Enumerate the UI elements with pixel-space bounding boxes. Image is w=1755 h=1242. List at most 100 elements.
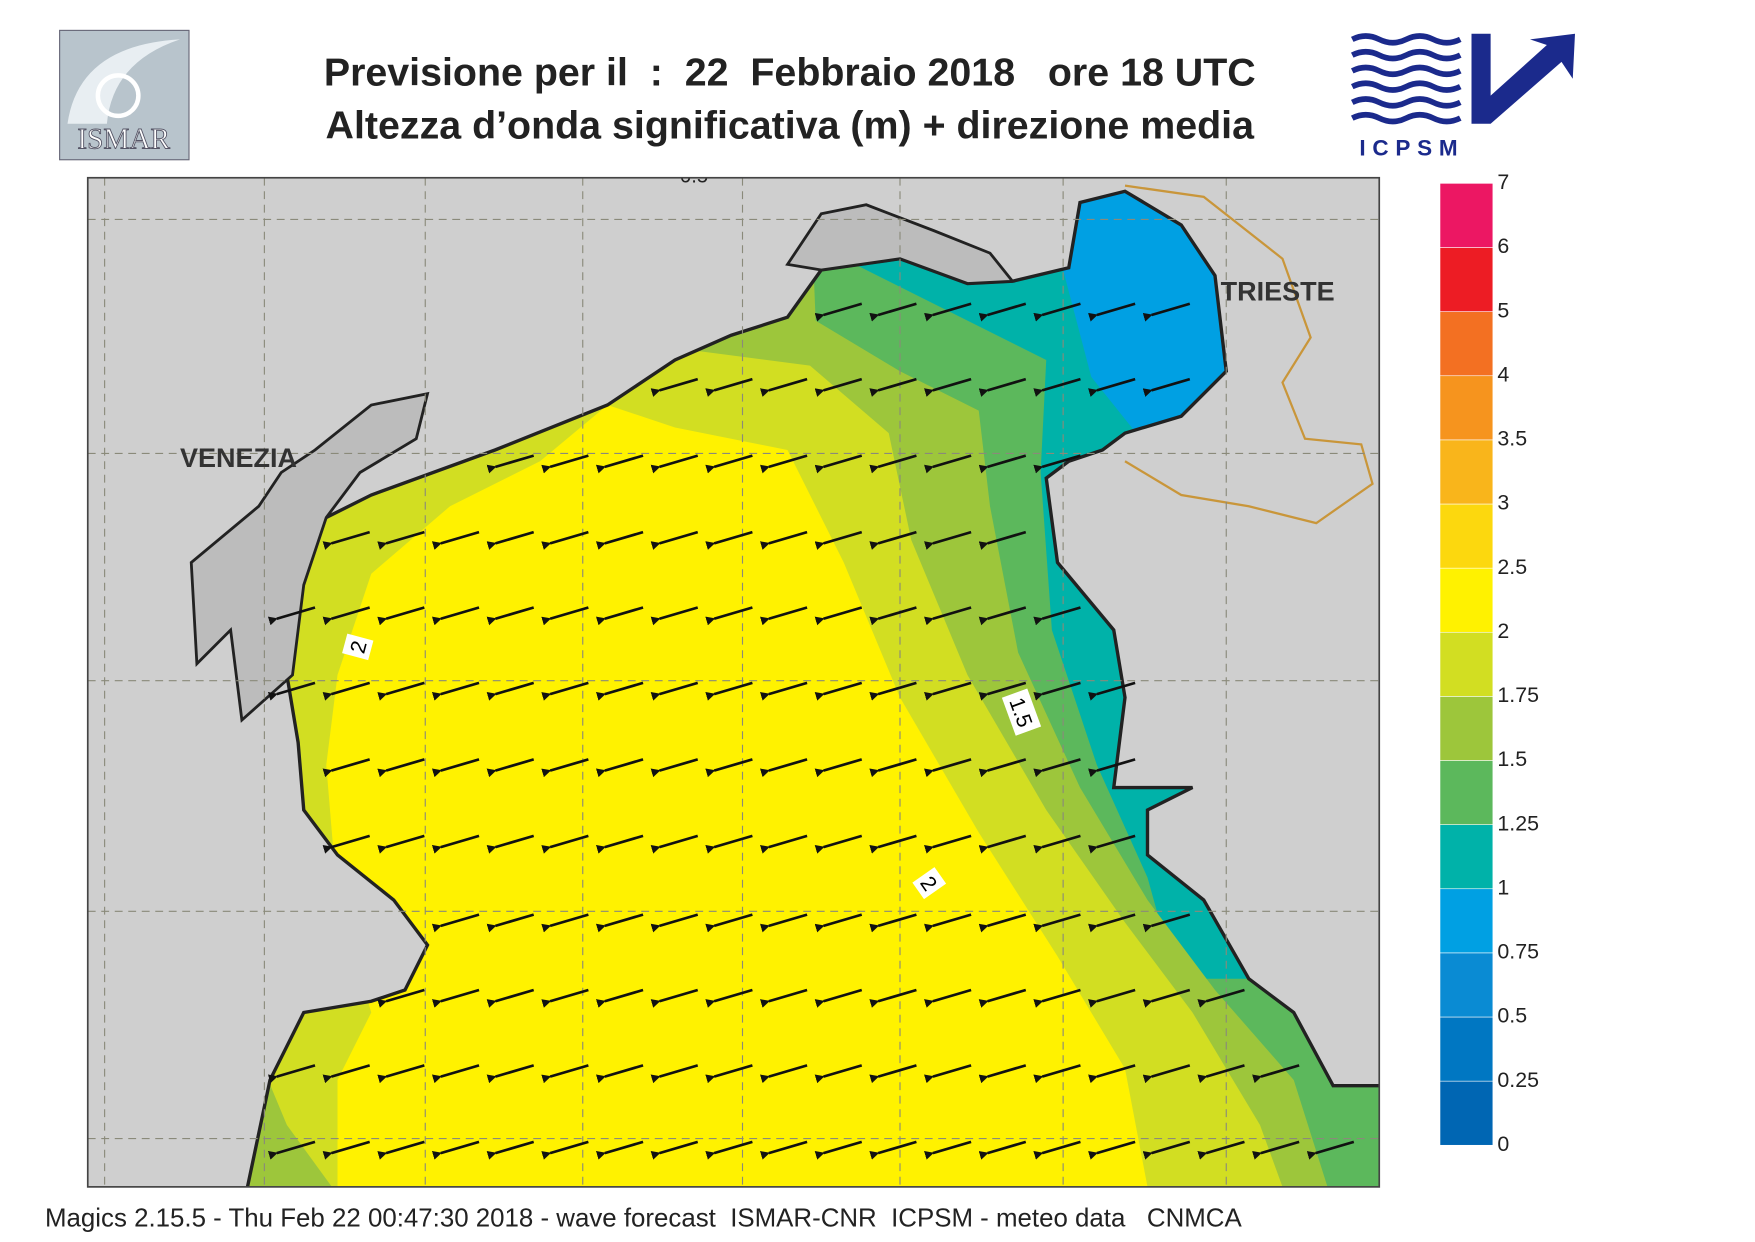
wave-direction-arrow xyxy=(924,913,972,933)
wave-direction-arrow xyxy=(869,377,917,397)
wave-direction-arrow xyxy=(814,681,863,701)
colorbar-label: 0 xyxy=(1497,1132,1509,1156)
wave-direction-arrow xyxy=(760,530,808,550)
wave-direction-arrow xyxy=(1033,913,1081,933)
wave-direction-arrow xyxy=(760,606,808,626)
subtitle: Altezza d’onda significativa (m) + direz… xyxy=(326,103,1256,147)
wave-direction-arrow xyxy=(924,454,972,474)
wave-direction-arrow xyxy=(595,758,644,778)
wave-direction-arrow xyxy=(1033,302,1081,322)
wave-direction-arrow xyxy=(814,530,863,550)
colorbar-label: 1.25 xyxy=(1497,811,1539,835)
wave-direction-arrow xyxy=(705,913,753,933)
wave-direction-arrow xyxy=(869,606,917,626)
wave-direction-arrow xyxy=(760,834,808,854)
colorbar-label: 3.5 xyxy=(1497,427,1527,451)
wave-direction-arrow xyxy=(1033,377,1081,397)
wave-direction-arrow xyxy=(869,834,917,854)
wave-direction-arrow xyxy=(924,681,972,701)
wave-direction-arrow xyxy=(486,530,535,550)
wave-direction-arrow xyxy=(486,606,535,626)
wave-direction-arrow xyxy=(978,758,1027,778)
wave-direction-arrow xyxy=(814,758,863,778)
wave-direction-arrow xyxy=(1033,834,1081,854)
wave-direction-arrow xyxy=(869,758,917,778)
wave-direction-arrow xyxy=(760,913,808,933)
wave-direction-arrow xyxy=(760,758,808,778)
grid xyxy=(87,177,1380,1187)
wave-direction-arrow xyxy=(541,1140,589,1160)
wave-direction-arrow xyxy=(978,681,1027,701)
wave-direction-arrow xyxy=(431,913,480,933)
wave-direction-arrow xyxy=(705,988,753,1008)
wave-direction-arrow xyxy=(541,988,589,1008)
wave-direction-arrow xyxy=(377,1140,425,1160)
ismar-logo: ISMAR xyxy=(59,29,190,161)
place-label: VENEZIA xyxy=(180,443,297,473)
colorbar-label: 5 xyxy=(1497,298,1509,322)
wave-direction-arrow xyxy=(267,681,316,701)
wave-direction-arrow xyxy=(869,913,917,933)
wave-direction-arrow xyxy=(322,530,371,550)
wave-direction-arrow xyxy=(1033,988,1081,1008)
wave-direction-arrow xyxy=(431,1064,480,1084)
wave-direction-arrow xyxy=(595,1140,644,1160)
wave-direction-arrow xyxy=(869,1140,917,1160)
wave-direction-arrow xyxy=(760,988,808,1008)
colorbar-label: 1.5 xyxy=(1497,747,1527,771)
lagoon xyxy=(189,391,430,723)
wave-direction-arrow xyxy=(814,302,863,322)
colorbar-segment xyxy=(1439,439,1494,505)
footer: Magics 2.15.5 - Thu Feb 22 00:47:30 2018… xyxy=(45,1204,1242,1232)
wave-direction-arrow xyxy=(595,913,644,933)
wave-direction-arrow xyxy=(978,302,1027,322)
wave-direction-arrow xyxy=(431,758,480,778)
wave-direction-arrow xyxy=(541,1064,589,1084)
wave-direction-arrow xyxy=(595,1064,644,1084)
wave-direction-arrow xyxy=(650,530,699,550)
colorbar-segment xyxy=(1439,696,1494,761)
wave-direction-arrow xyxy=(1088,681,1136,701)
colorbar-segment xyxy=(1439,631,1494,697)
wave-direction-arrow xyxy=(1088,302,1136,322)
wave-direction-arrow xyxy=(650,681,699,701)
contour-label-box: 2 xyxy=(912,867,947,900)
wave-direction-arrow xyxy=(869,681,917,701)
wave-direction-arrow xyxy=(431,530,480,550)
wave-direction-arrow xyxy=(541,758,589,778)
wave-direction-arrow xyxy=(377,530,425,550)
contour-label: 0.5 xyxy=(680,165,708,187)
colorbar-label: 1.75 xyxy=(1497,683,1539,707)
wave-direction-arrow xyxy=(1088,758,1136,778)
colorbar-segment xyxy=(1439,1016,1494,1082)
wave-direction-arrow xyxy=(1088,988,1136,1008)
wave-direction-arrow xyxy=(978,1140,1027,1160)
wave-direction-arrow xyxy=(814,1140,863,1160)
wave-direction-arrow xyxy=(1088,1140,1136,1160)
wave-direction-arrow xyxy=(705,1140,753,1160)
wave-direction-arrow xyxy=(650,377,699,397)
wave-direction-arrow xyxy=(869,454,917,474)
wave-direction-arrow xyxy=(705,681,753,701)
colorbar-label: 0.75 xyxy=(1497,940,1539,964)
wave-direction-arrow xyxy=(1252,1064,1300,1084)
wave-direction-arrow xyxy=(377,606,425,626)
wave-direction-arrow xyxy=(650,1064,699,1084)
wave-direction-arrow xyxy=(1142,302,1191,322)
wave-direction-arrow xyxy=(978,913,1027,933)
wave-direction-arrow xyxy=(924,988,972,1008)
wave-direction-arrow xyxy=(1142,988,1191,1008)
wave-direction-arrow xyxy=(1197,1064,1245,1084)
wave-direction-arrow xyxy=(760,1064,808,1084)
wave-direction-arrow xyxy=(650,834,699,854)
wave-direction-arrow xyxy=(541,834,589,854)
arrows xyxy=(267,302,1355,1160)
wave-direction-arrow xyxy=(705,377,753,397)
wave-direction-arrow xyxy=(486,681,535,701)
wave-direction-arrow xyxy=(1306,1140,1355,1160)
wave-direction-arrow xyxy=(541,530,589,550)
wave-direction-arrow xyxy=(431,681,480,701)
wave-direction-arrow xyxy=(1088,1064,1136,1084)
wave-direction-arrow xyxy=(814,377,863,397)
